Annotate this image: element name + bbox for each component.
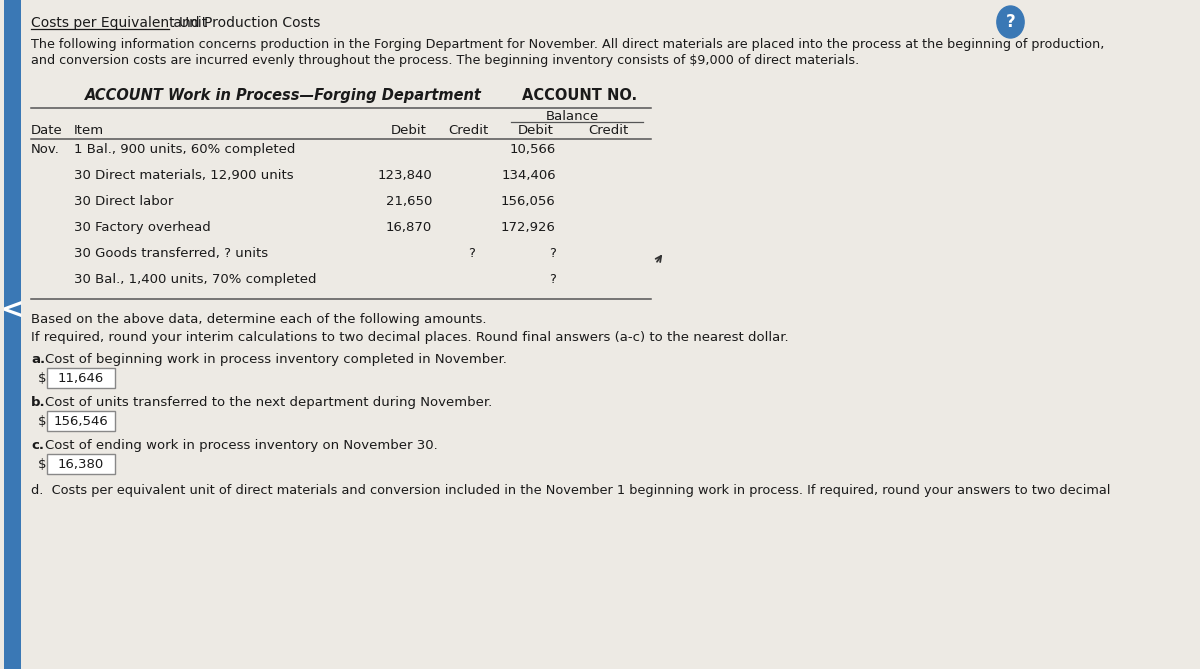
Text: Based on the above data, determine each of the following amounts.: Based on the above data, determine each … [31, 313, 487, 326]
Text: c.: c. [31, 439, 44, 452]
Text: Debit: Debit [390, 124, 426, 137]
Text: Cost of units transferred to the next department during November.: Cost of units transferred to the next de… [44, 396, 492, 409]
Text: Debit: Debit [518, 124, 554, 137]
Text: $: $ [38, 415, 47, 427]
Text: 1 Bal., 900 units, 60% completed: 1 Bal., 900 units, 60% completed [73, 143, 295, 156]
Text: 30 Goods transferred, ? units: 30 Goods transferred, ? units [73, 247, 268, 260]
Text: 134,406: 134,406 [502, 169, 556, 182]
Text: Date: Date [31, 124, 62, 137]
Text: and conversion costs are incurred evenly throughout the process. The beginning i: and conversion costs are incurred evenly… [31, 54, 859, 67]
Text: <: < [1, 296, 24, 324]
Text: ?: ? [468, 247, 475, 260]
Text: Balance: Balance [546, 110, 599, 123]
Text: Cost of ending work in process inventory on November 30.: Cost of ending work in process inventory… [44, 439, 438, 452]
Text: 21,650: 21,650 [386, 195, 432, 208]
Text: a.: a. [31, 353, 46, 366]
Text: The following information concerns production in the Forging Department for Nove: The following information concerns produ… [31, 38, 1104, 51]
Text: 16,380: 16,380 [58, 458, 103, 470]
Text: 156,546: 156,546 [53, 415, 108, 427]
Text: 123,840: 123,840 [378, 169, 432, 182]
Text: 30 Bal., 1,400 units, 70% completed: 30 Bal., 1,400 units, 70% completed [73, 273, 317, 286]
Text: Cost of beginning work in process inventory completed in November.: Cost of beginning work in process invent… [44, 353, 506, 366]
Text: b.: b. [31, 396, 46, 409]
Text: ?: ? [1006, 13, 1015, 31]
Text: $: $ [38, 371, 47, 385]
Text: If required, round your interim calculations to two decimal places. Round final : If required, round your interim calculat… [31, 331, 788, 344]
Text: $: $ [38, 458, 47, 470]
Text: and Production Costs: and Production Costs [169, 16, 320, 30]
Text: Credit: Credit [448, 124, 488, 137]
Text: 16,870: 16,870 [386, 221, 432, 234]
Text: Item: Item [73, 124, 104, 137]
Text: Costs per Equivalent Unit: Costs per Equivalent Unit [31, 16, 208, 30]
Text: d.  Costs per equivalent unit of direct materials and conversion included in the: d. Costs per equivalent unit of direct m… [31, 484, 1110, 497]
Text: ACCOUNT NO.: ACCOUNT NO. [522, 88, 637, 103]
Text: ACCOUNT Work in Process—Forging Department: ACCOUNT Work in Process—Forging Departme… [85, 88, 481, 103]
FancyBboxPatch shape [47, 411, 115, 431]
Text: 10,566: 10,566 [510, 143, 556, 156]
Text: 156,056: 156,056 [502, 195, 556, 208]
Bar [4, 0, 20, 669]
FancyBboxPatch shape [47, 454, 115, 474]
Text: 172,926: 172,926 [500, 221, 556, 234]
FancyBboxPatch shape [47, 368, 115, 388]
Text: 30 Direct labor: 30 Direct labor [73, 195, 173, 208]
Text: ?: ? [548, 247, 556, 260]
Text: 30 Factory overhead: 30 Factory overhead [73, 221, 210, 234]
Text: ?: ? [548, 273, 556, 286]
Text: Credit: Credit [588, 124, 629, 137]
Text: Nov.: Nov. [31, 143, 60, 156]
Text: 30 Direct materials, 12,900 units: 30 Direct materials, 12,900 units [73, 169, 293, 182]
Text: 11,646: 11,646 [58, 371, 103, 385]
Circle shape [997, 6, 1024, 38]
